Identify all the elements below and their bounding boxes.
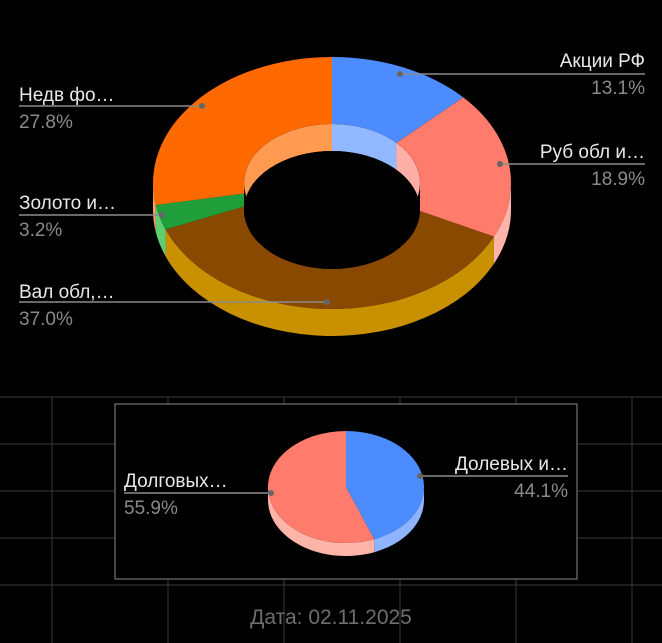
donut-side-2	[165, 229, 494, 337]
pie-slice-0	[346, 431, 425, 540]
asset-type-pie-chart: Долевых и… 44.1% Долговых… 55.9%	[124, 431, 568, 556]
donut-label-4: Недв фо… 27.8%	[19, 85, 205, 133]
donut-label-value: 18.9%	[591, 169, 645, 190]
donut-side-1	[493, 183, 511, 264]
pie-side-1	[268, 487, 375, 556]
date-label: Дата:	[250, 606, 303, 629]
donut-label-name: Руб обл и…	[540, 142, 645, 163]
date-footer: Дата: 02.11.2025	[0, 607, 662, 628]
donut-slice-0	[332, 57, 464, 143]
pie-label-value: 55.9%	[124, 498, 178, 519]
pie-label-value: 44.1%	[514, 481, 568, 502]
donut-inner-wall-0	[332, 124, 397, 170]
donut-label-value: 3.2%	[19, 220, 62, 241]
pie-label-name: Долевых и…	[455, 454, 568, 475]
donut-slice-4	[153, 57, 332, 206]
donut-side-4	[153, 183, 156, 233]
donut-label-name: Золото и…	[19, 193, 116, 214]
donut-inner-wall-4	[244, 124, 332, 210]
donut-label-value: 13.1%	[591, 78, 645, 99]
pie-label-1: Долговых… 55.9%	[124, 471, 274, 519]
date-value: 02.11.2025	[308, 606, 412, 629]
donut-label-name: Акции РФ	[560, 51, 645, 72]
pie-side-0	[374, 487, 424, 553]
donut-label-0: Акции РФ 13.1%	[397, 51, 645, 99]
allocation-donut-chart: Акции РФ 13.1% Руб обл и… 18.9% Вал обл,… 37.…	[19, 51, 645, 337]
donut-label-name: Недв фо…	[19, 85, 115, 106]
donut-slice-1	[396, 97, 511, 237]
donut-label-value: 37.0%	[19, 309, 73, 330]
donut-side-3	[155, 205, 166, 257]
pie-label-name: Долговых…	[124, 471, 228, 492]
pie-label-0: Долевых и… 44.1%	[417, 454, 568, 502]
donut-label-name: Вал обл,…	[19, 282, 115, 303]
donut-label-1: Руб обл и… 18.9%	[497, 142, 645, 190]
donut-label-3: Золото и… 3.2%	[19, 193, 165, 241]
pie-slice-1	[268, 431, 375, 543]
donut-label-2: Вал обл,… 37.0%	[19, 282, 330, 330]
donut-slice-3	[155, 193, 251, 230]
donut-inner-wall-1	[396, 142, 420, 210]
donut-hole-floor	[244, 151, 420, 269]
donut-label-value: 27.8%	[19, 112, 73, 133]
